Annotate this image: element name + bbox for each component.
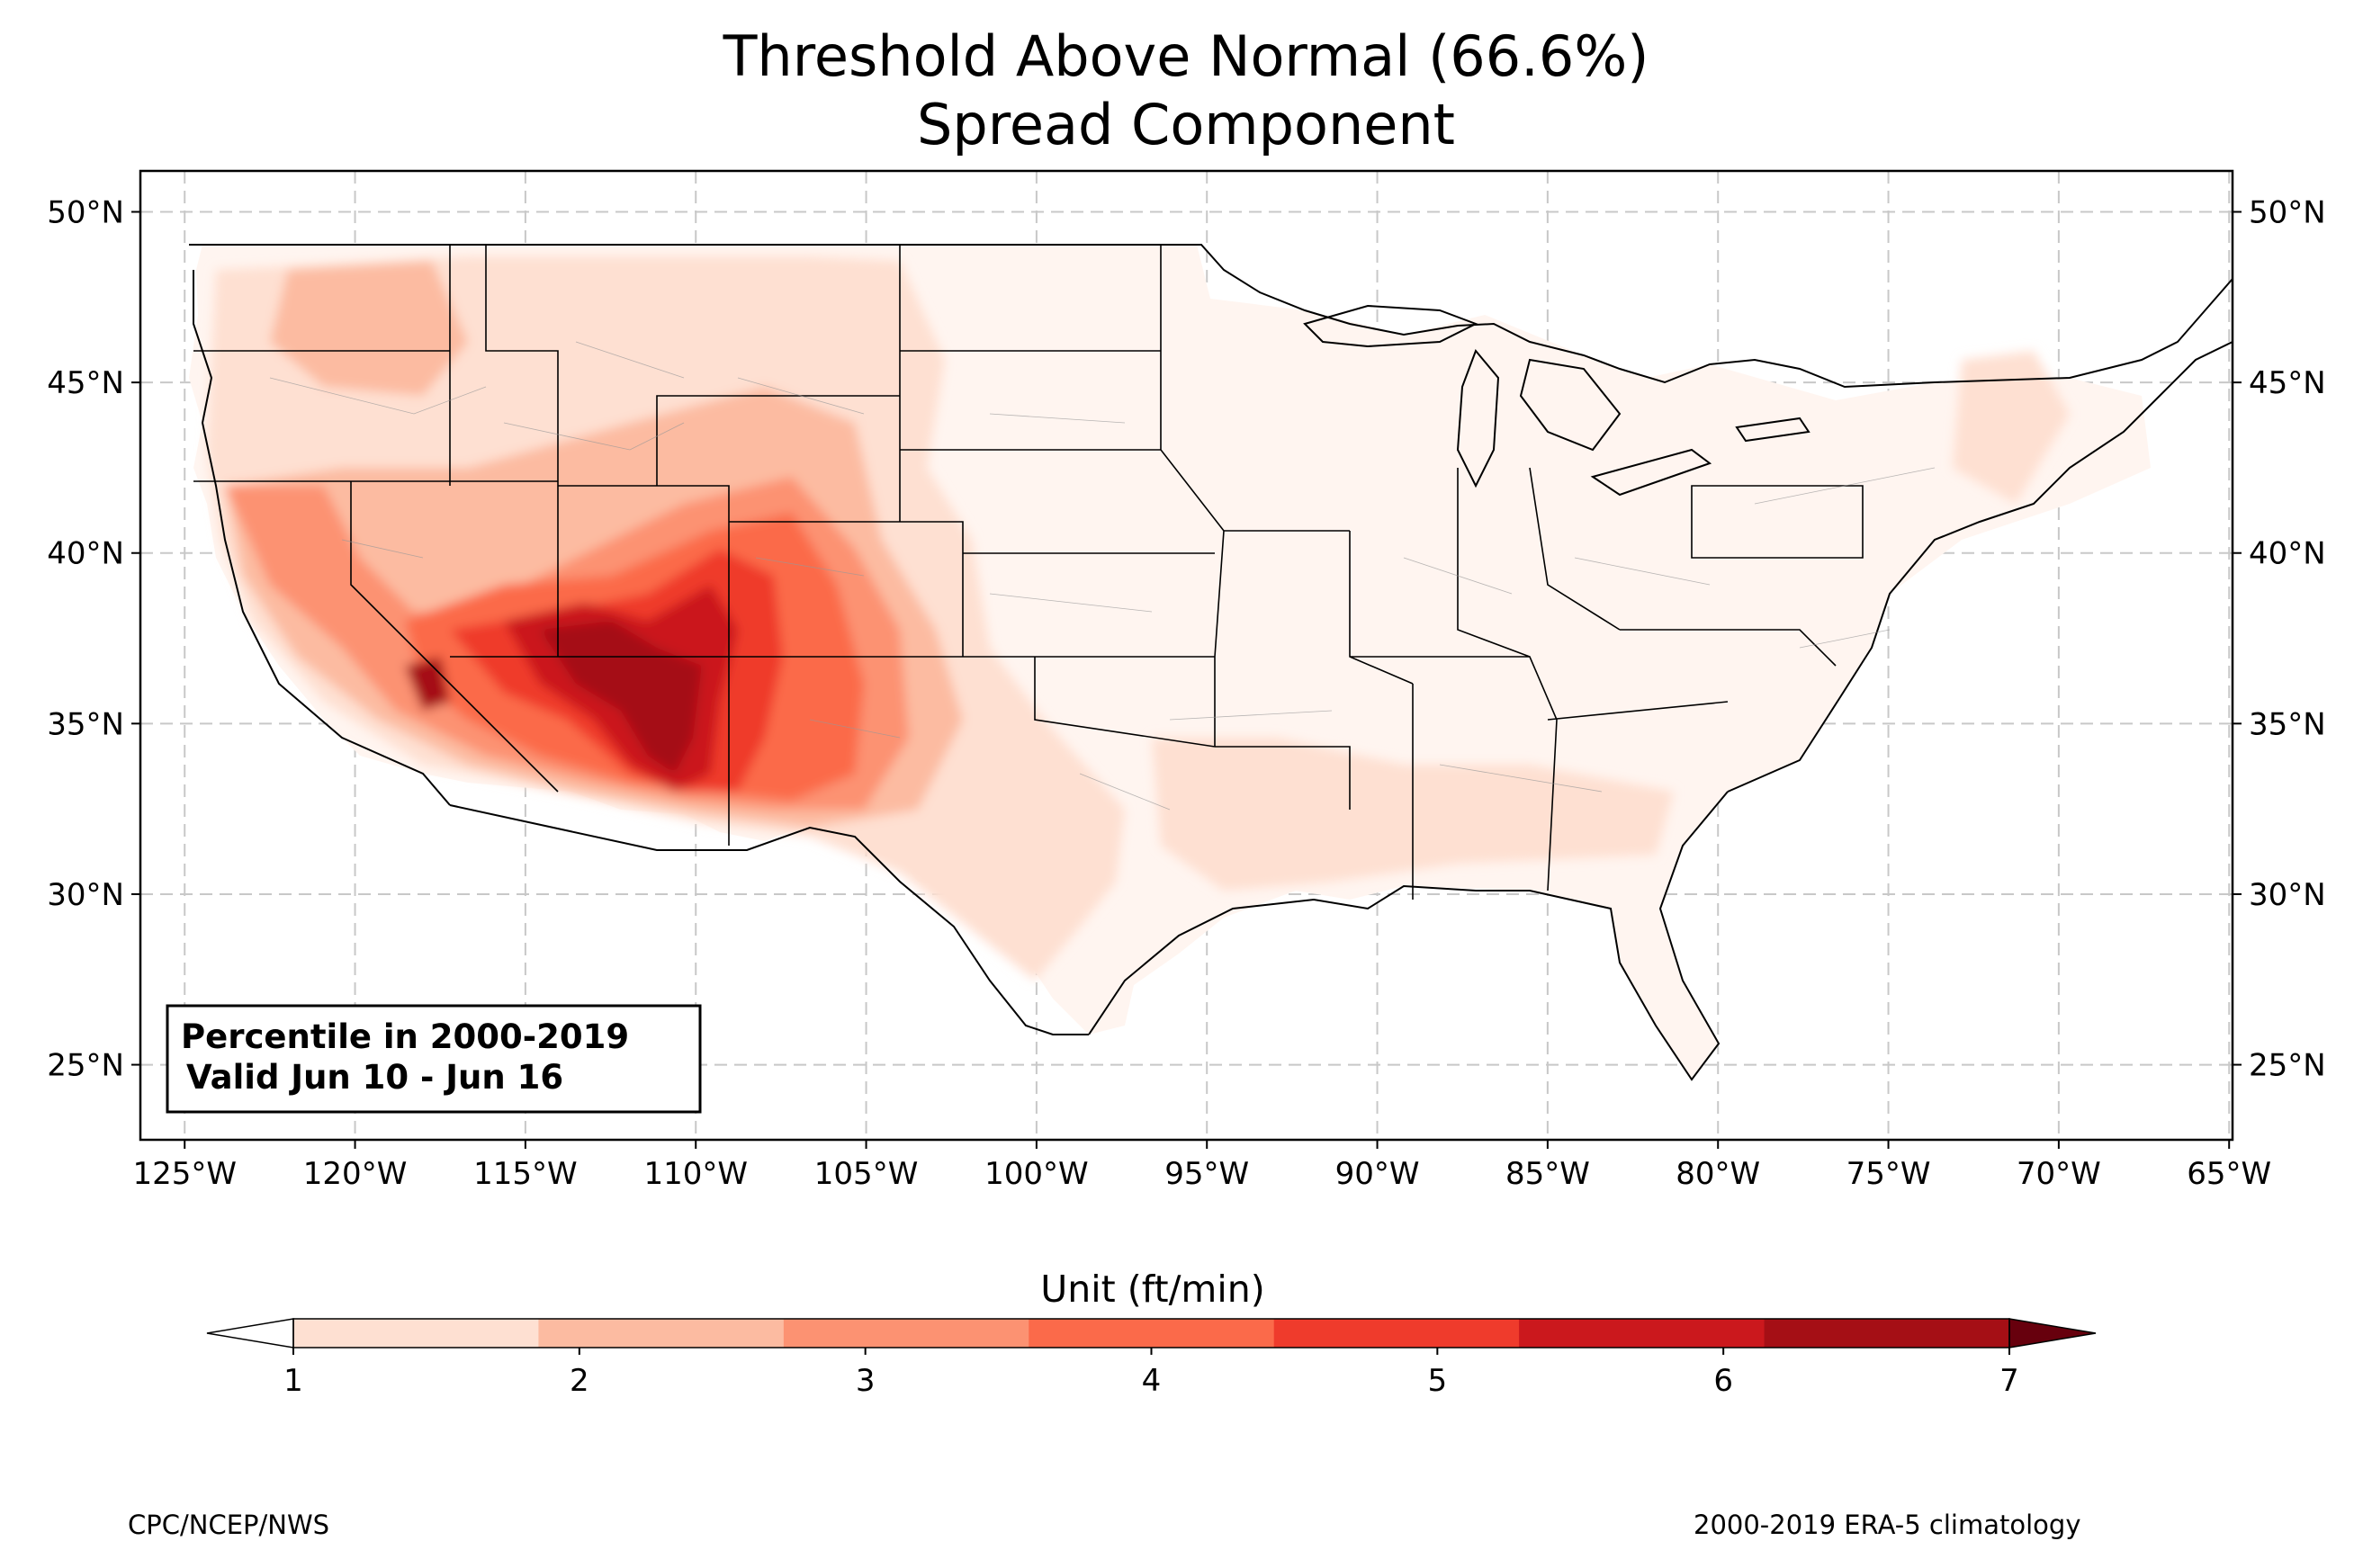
colorbar-cell [1029, 1319, 1275, 1348]
borders [189, 244, 2233, 1081]
colorbar-label: Unit (ft/min) [1040, 1268, 1264, 1311]
colorbar-tick-label: 7 [1999, 1363, 2019, 1399]
lake-huron [1519, 358, 1622, 452]
lon-tick-label: 85°W [1505, 1156, 1590, 1192]
footer-climatology: 2000-2019 ERA-5 climatology [1694, 1510, 2081, 1540]
lat-tick-label-right: 40°N [2249, 536, 2326, 572]
state-lines-west [193, 245, 1864, 900]
county-lines [269, 341, 1936, 811]
colorbar-tick-label: 6 [1713, 1363, 1733, 1399]
level-above-7-sw [405, 657, 450, 711]
lon-tick-label: 125°W [132, 1156, 237, 1192]
colorbar-over-arrow [2008, 1318, 2097, 1348]
colorbar-cell [293, 1319, 539, 1348]
colorbar: Unit (ft/min) 1 2 3 4 5 6 7 [206, 1268, 2097, 1399]
lake-michigan [1456, 349, 1500, 488]
lat-tick-label-left: 50°N [47, 195, 124, 231]
colorbar-cell [783, 1319, 1029, 1348]
info-box: Percentile in 2000-2019 Valid Jun 10 - J… [166, 1004, 702, 1114]
lon-tick-label: 75°W [1846, 1156, 1931, 1192]
lon-tick-label: 100°W [984, 1156, 1089, 1192]
colorbar-cell [1764, 1319, 2010, 1348]
colorbar-under-arrow [206, 1318, 294, 1348]
lake-erie [1590, 448, 1712, 497]
lat-tick-label-left: 40°N [47, 536, 124, 572]
lon-tick-label: 65°W [2187, 1156, 2271, 1192]
map-area [140, 171, 2233, 1140]
lon-tick-label: 90°W [1335, 1156, 1420, 1192]
lat-tick-label-right: 25°N [2249, 1048, 2326, 1084]
level-above-7 [540, 621, 702, 774]
lat-tick-label-left: 45°N [47, 365, 124, 401]
info-line-2: Valid Jun 10 - Jun 16 [186, 1058, 563, 1097]
colorbar-tick-label: 4 [1142, 1363, 1162, 1399]
map-title: Threshold Above Normal (66.6%) [723, 23, 1649, 89]
colorbar-cell [1519, 1319, 1766, 1348]
map-frame [139, 169, 2234, 1142]
lon-tick-label: 105°W [814, 1156, 919, 1192]
colorbar-ticks: 1 2 3 4 5 6 7 [283, 1348, 2019, 1399]
lat-tick-label-right: 45°N [2249, 365, 2326, 401]
county-lines-set [269, 341, 1936, 811]
lat-tick-label-right: 30°N [2249, 877, 2326, 913]
lon-tick-label: 80°W [1676, 1156, 1760, 1192]
colorbar-tick-label: 3 [856, 1363, 876, 1399]
lake-ontario [1735, 417, 1810, 443]
lat-tick-label-left: 25°N [47, 1048, 124, 1084]
canada-border [189, 244, 2233, 389]
map-subtitle: Spread Component [917, 92, 1455, 157]
colorbar-tick-label: 5 [1428, 1363, 1448, 1399]
axis-ticks: 125°W 120°W 115°W 110°W 105°W 100°W 95°W 90°W 85… [47, 195, 2325, 1192]
lon-tick-label: 95°W [1164, 1156, 1249, 1192]
colorbar-tick-label: 1 [283, 1363, 303, 1399]
level-2-3-nw [270, 261, 468, 396]
colorbar-cell [538, 1319, 785, 1348]
west-coast [193, 270, 451, 806]
lon-tick-label: 70°W [2017, 1156, 2101, 1192]
lon-tick-label: 110°W [643, 1156, 748, 1192]
lake-superior [1303, 304, 1478, 348]
colorbar-cells [293, 1319, 2010, 1348]
info-line-1: Percentile in 2000-2019 [181, 1017, 629, 1056]
east-coast [1727, 341, 2233, 793]
lat-tick-label-right: 35°N [2249, 706, 2326, 742]
colorbar-cell [1273, 1319, 1520, 1348]
lat-tick-label-left: 35°N [47, 706, 124, 742]
lat-tick-label-right: 50°N [2249, 195, 2326, 231]
footer-source: CPC/NCEP/NWS [128, 1510, 330, 1540]
lon-tick-label: 115°W [473, 1156, 578, 1192]
colorbar-tick-label: 2 [570, 1363, 589, 1399]
gulf-coast [1088, 791, 1729, 1081]
info-box-frame [166, 1004, 702, 1114]
lat-tick-label-left: 30°N [47, 877, 124, 913]
state-lines [193, 245, 1864, 900]
lon-tick-label: 120°W [303, 1156, 408, 1192]
mexico-border [449, 804, 1089, 1035]
level-1-2-ne [1953, 351, 2070, 504]
